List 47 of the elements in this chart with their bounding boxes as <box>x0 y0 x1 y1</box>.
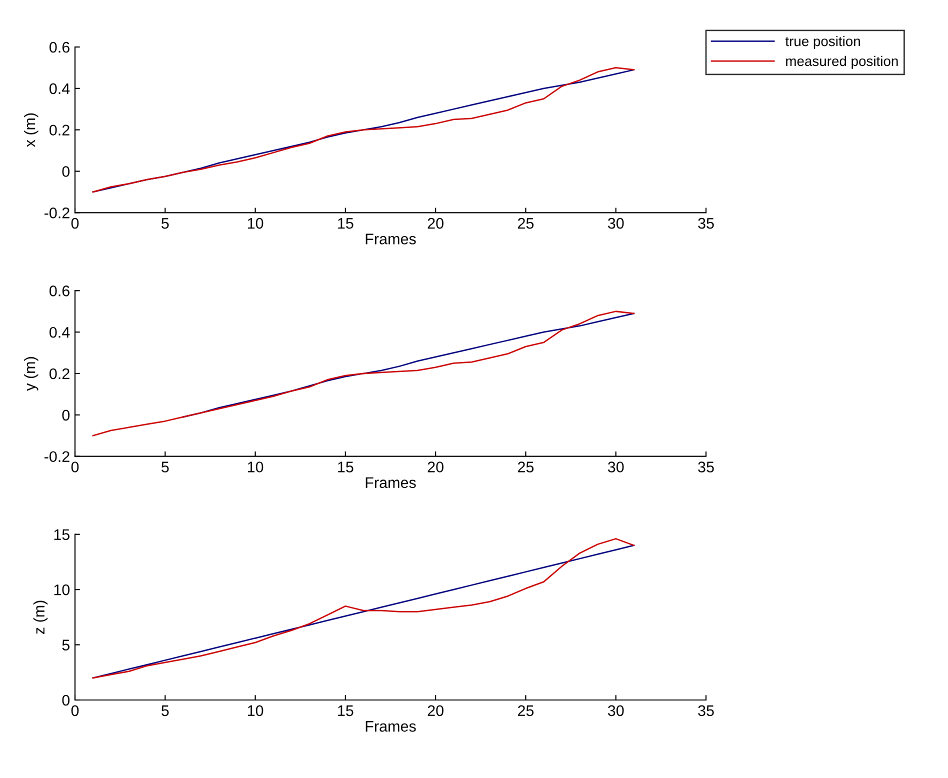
x-axis-title: Frames <box>366 477 416 488</box>
legend-label: true position <box>785 36 860 49</box>
x-tick-label: 35 <box>698 218 714 229</box>
x-tick-label: 0 <box>71 462 79 472</box>
x-tick-label: 15 <box>338 462 354 472</box>
y-tick-label: 0.2 <box>50 124 70 136</box>
x-tick-label: 10 <box>248 218 264 229</box>
x-tick-label: 20 <box>428 462 444 472</box>
y-axis-title: z (m) <box>33 600 48 634</box>
y-tick-label: 0.2 <box>50 368 70 380</box>
line-series <box>92 310 635 436</box>
x-tick-label: 25 <box>518 462 534 472</box>
x-tick-label: 5 <box>162 705 169 716</box>
x-tick-label: 5 <box>162 218 169 229</box>
x-tick-label: 35 <box>698 462 714 472</box>
x-tick-label: 10 <box>248 462 264 472</box>
y-tick-label: -0.2 <box>44 208 70 218</box>
y-axis-title: y (m) <box>24 357 38 391</box>
legend-label: measured position <box>786 56 898 69</box>
x-tick-label: 25 <box>518 705 534 716</box>
x-axis-title: Frames <box>366 234 416 244</box>
x-tick-label: 15 <box>338 218 354 229</box>
x-tick-label: 0 <box>71 218 79 229</box>
y-tick-label: 0.6 <box>50 286 70 296</box>
y-tick-label: 0.6 <box>50 42 70 53</box>
y-tick-label: 15 <box>54 529 70 540</box>
x-tick-label: 30 <box>608 705 624 716</box>
x-axis-title: Frames <box>366 721 416 732</box>
x-tick-label: 35 <box>698 705 714 716</box>
y-tick-label: 5 <box>62 640 70 650</box>
x-tick-label: 10 <box>248 705 264 716</box>
y-tick-label: 0.4 <box>50 326 70 338</box>
x-tick-label: 30 <box>608 218 624 229</box>
x-tick-label: 15 <box>338 705 354 716</box>
y-tick-label: -0.2 <box>44 451 70 462</box>
x-tick-label: 25 <box>518 218 534 229</box>
x-tick-label: 0 <box>71 705 79 716</box>
y-tick-label: 10 <box>54 584 70 596</box>
x-tick-label: 5 <box>162 462 169 472</box>
y-tick-label: 0 <box>62 166 70 177</box>
y-axis-title: x (m) <box>24 113 38 148</box>
y-tick-label: 0 <box>62 694 70 706</box>
x-tick-label: 20 <box>428 705 444 716</box>
y-tick-label: 0.4 <box>50 83 70 94</box>
x-tick-label: 30 <box>608 462 624 472</box>
x-tick-label: 20 <box>428 218 444 229</box>
y-tick-label: 0 <box>62 410 70 421</box>
